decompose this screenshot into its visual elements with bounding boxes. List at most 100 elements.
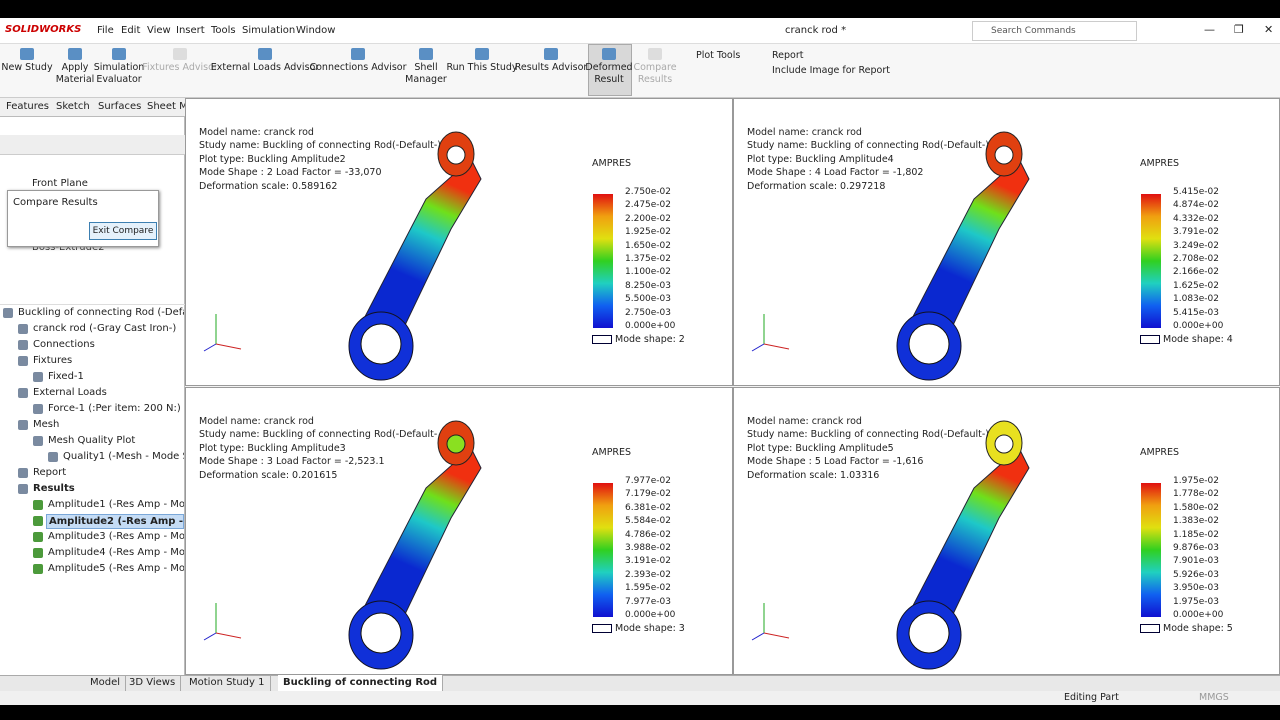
bottom-tab[interactable]: Motion Study 1 (184, 675, 271, 691)
ribbon-button[interactable]: Apply (61, 62, 89, 73)
plot-info: Mode Shape : 4 Load Factor = -1,802 (747, 167, 924, 179)
menu-item[interactable]: Simulation (242, 25, 296, 36)
popup-title: Compare Results (13, 197, 98, 208)
tree-icon (18, 340, 28, 350)
ribbon-icon (173, 48, 187, 60)
tree-icon (18, 356, 28, 366)
ribbon-button[interactable]: Result (594, 74, 624, 85)
tree-item[interactable]: Amplitude1 (-Res Amp - Mode (48, 499, 184, 510)
plot-info: Plot type: Buckling Amplitude2 (199, 153, 346, 165)
tree-item[interactable]: Results (33, 483, 75, 494)
tree-item[interactable]: Report (33, 467, 67, 478)
legend-label: 3.950e-03 (1173, 583, 1220, 594)
plot-info: Deformation scale: 0.589162 (199, 180, 338, 192)
tree-item[interactable]: Mesh (33, 419, 60, 430)
legend-label: 0.000e+00 (625, 610, 676, 620)
menu-item[interactable]: File (97, 25, 114, 36)
ribbon-icon (258, 48, 272, 60)
legend-label: 1.650e-02 (625, 240, 672, 251)
legend-label: 3.988e-02 (625, 543, 672, 553)
plot-info: Plot type: Buckling Amplitude4 (747, 153, 894, 165)
legend-label: 4.874e-02 (1173, 200, 1220, 211)
ribbon-button[interactable]: Material (55, 74, 95, 85)
prev-button[interactable] (592, 335, 612, 344)
tree-item[interactable]: Amplitude2 (-Res Amp - Mod (46, 514, 184, 529)
prev-button[interactable] (1140, 624, 1160, 633)
command-tab[interactable]: Sheet Metal (147, 101, 207, 112)
command-tab[interactable]: Sketch (56, 101, 90, 112)
tree-item[interactable]: Amplitude4 (-Res Amp - Mode (48, 547, 184, 558)
ribbon-button[interactable]: External Loads Advisor (210, 62, 320, 73)
legend-label: 2.750e-03 (625, 307, 672, 318)
menu-item[interactable]: Edit (121, 25, 141, 36)
ribbon-side-button[interactable]: Report (772, 50, 804, 61)
prev-button[interactable] (1140, 335, 1160, 344)
ribbon-button[interactable]: New Study (1, 62, 53, 73)
legend-label: 2.393e-02 (625, 569, 672, 580)
menu-item[interactable]: Window (296, 25, 336, 36)
bottom-tab[interactable]: Buckling of connecting Rod (278, 675, 444, 691)
plot-info: Mode Shape : 5 Load Factor = -1,616 (747, 456, 924, 468)
legend-title: AMPRES (1140, 447, 1180, 458)
legend-label: 3.791e-02 (1173, 227, 1220, 238)
legend-title: AMPRES (592, 158, 632, 169)
mode-shape-label: Mode shape: 5 (1163, 623, 1233, 634)
menu-item[interactable]: Tools (211, 25, 236, 36)
tree-item[interactable]: Fixtures (33, 355, 73, 366)
tree-item[interactable]: Amplitude3 (-Res Amp - Mode (48, 531, 184, 542)
tree-icon (33, 516, 43, 526)
command-tab[interactable]: Surfaces (98, 101, 142, 112)
status-text: Editing Part (1064, 692, 1119, 703)
menu-item[interactable]: View (147, 25, 171, 36)
tree-item[interactable]: Buckling of connecting Rod (-Default- (18, 307, 184, 318)
tree-item[interactable]: External Loads (33, 387, 107, 398)
ribbon-button[interactable]: Results Advisor (514, 62, 588, 73)
feature-item: Front Plane (32, 178, 88, 189)
mode-shape-label: Mode shape: 4 (1163, 334, 1233, 345)
ribbon-side-button[interactable]: Include Image for Report (772, 65, 890, 76)
ribbon-icon (20, 48, 34, 60)
tree-item[interactable]: Quality1 (-Mesh - Mode Sha (63, 451, 184, 462)
bottom-tab[interactable]: 3D Views (124, 675, 182, 691)
legend-label: 0.000e+00 (1173, 610, 1224, 620)
legend-label: 5.584e-02 (625, 516, 672, 527)
ribbon-button[interactable]: Run This Study (446, 62, 518, 73)
legend-label: 5.415e-03 (1173, 307, 1220, 318)
ribbon-button[interactable]: Connections Advisor (309, 62, 407, 73)
prev-button[interactable] (592, 624, 612, 633)
ribbon-button[interactable]: Evaluator (96, 74, 142, 85)
plot-info: Model name: cranck rod (747, 416, 862, 427)
legend-label: 4.786e-02 (625, 529, 672, 540)
window-button[interactable]: ✕ (1264, 23, 1274, 36)
ribbon-button[interactable]: Manager (405, 74, 447, 85)
menu-item[interactable]: Insert (176, 25, 205, 36)
command-tab[interactable]: Features (6, 101, 49, 112)
ribbon-button[interactable]: Shell (414, 62, 438, 73)
legend-label: 0.000e+00 (1173, 321, 1224, 331)
legend-label: 1.975e-03 (1173, 596, 1220, 607)
ribbon-side-button[interactable]: Plot Tools (696, 50, 741, 61)
tree-item[interactable]: Connections (33, 339, 95, 350)
legend-label: 1.975e-02 (1173, 476, 1220, 486)
window-button[interactable]: — (1204, 23, 1215, 36)
tree-icon (18, 324, 28, 334)
bottom-tab[interactable]: Model (85, 675, 127, 691)
ribbon-button[interactable]: Simulation (93, 62, 145, 73)
window-button[interactable]: ❐ (1234, 23, 1244, 36)
legend-label: 5.415e-02 (1173, 187, 1220, 197)
model-render (751, 420, 1030, 670)
ribbon-button[interactable]: Deformed (585, 62, 633, 73)
model-render (203, 131, 482, 381)
legend-label: 3.249e-02 (1173, 240, 1220, 251)
search-box[interactable]: Search Commands (972, 21, 1137, 41)
tree-item[interactable]: cranck rod (-Gray Cast Iron-) (33, 323, 177, 334)
ribbon-icon (475, 48, 489, 60)
legend-title: AMPRES (592, 447, 632, 458)
tree-item[interactable]: Force-1 (:Per item: 200 N:) (48, 403, 181, 414)
tree-icon (18, 420, 28, 430)
tree-item[interactable]: Amplitude5 (-Res Amp - Mode (48, 563, 184, 574)
app-logo: SOLIDWORKS (5, 24, 82, 35)
tree-item[interactable]: Fixed-1 (48, 371, 84, 382)
tree-item[interactable]: Mesh Quality Plot (48, 435, 136, 446)
exit-compare-button[interactable]: Exit Compare (89, 222, 157, 240)
